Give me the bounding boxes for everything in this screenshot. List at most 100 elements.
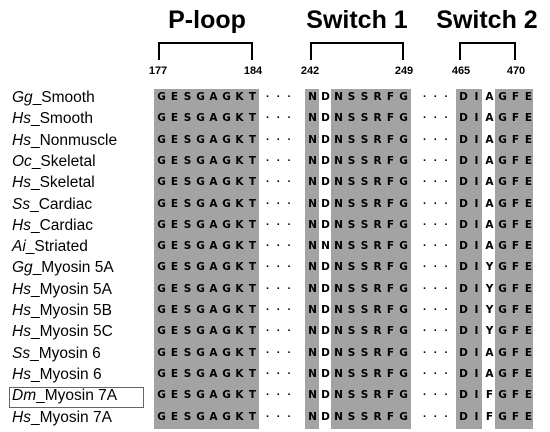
residue-ploop: A <box>209 112 218 125</box>
residue-switch1: N <box>308 346 317 359</box>
switch2-start-position: 465 <box>451 65 471 77</box>
residue-ploop: G <box>157 261 166 274</box>
residue-ploop: S <box>183 304 192 316</box>
residue-switch1: R <box>373 346 382 359</box>
species-name: _Myosin 5A <box>30 280 112 298</box>
residue-ploop: K <box>235 346 244 359</box>
gap-dots: · · · <box>266 410 294 423</box>
residue-switch1: S <box>360 176 369 189</box>
residue-switch1: R <box>373 410 382 423</box>
species-genus: Gg <box>12 259 33 277</box>
species-label: Hs_Myosin 5B <box>12 300 112 321</box>
species-genus: Hs <box>12 110 31 128</box>
residue-ploop: T <box>248 154 257 167</box>
residue-switch1: N <box>308 91 317 103</box>
residue-switch1: G <box>399 240 408 253</box>
residue-switch1: N <box>334 112 343 125</box>
species-name: _Cardiac <box>30 195 93 213</box>
region-title-switch2: Switch 2 <box>436 6 538 34</box>
residue-ploop: S <box>183 389 192 402</box>
residue-ploop: K <box>235 218 244 231</box>
residue-ploop: G <box>222 346 231 359</box>
residue-switch1: G <box>399 218 408 231</box>
residue-switch2: D <box>459 389 468 402</box>
residue-switch1: R <box>373 325 382 338</box>
switch2-shade-col4-6 <box>495 89 533 429</box>
ploop-end-position: 184 <box>243 65 263 77</box>
residue-switch2: E <box>524 218 533 231</box>
residue-switch1: S <box>347 325 356 338</box>
residue-ploop: T <box>248 240 257 253</box>
species-name: _Striated <box>25 238 88 256</box>
residue-switch2: I <box>474 389 479 402</box>
residue-ploop: G <box>157 91 166 103</box>
residue-switch1: G <box>399 133 408 146</box>
residue-switch2: I <box>474 325 479 338</box>
residue-ploop: G <box>157 367 166 380</box>
residue-switch2: A <box>485 154 494 167</box>
residue-switch1: N <box>308 133 317 146</box>
residue-ploop: A <box>209 410 218 423</box>
residue-ploop: G <box>157 112 166 125</box>
gap-dots: · · · <box>266 261 294 274</box>
species-name: _Skeletal <box>30 174 95 192</box>
residue-switch1: N <box>334 91 343 103</box>
residue-ploop: E <box>170 197 179 210</box>
residue-ploop: A <box>209 304 218 316</box>
residue-switch2: I <box>474 367 479 380</box>
residue-switch1: G <box>399 261 408 274</box>
species-label: Oc_Skeletal <box>12 151 96 172</box>
residue-switch2: G <box>498 346 507 359</box>
residue-ploop: G <box>196 325 205 338</box>
residue-switch2: F <box>511 261 520 274</box>
residue-ploop: G <box>222 325 231 338</box>
residue-switch1: S <box>360 218 369 231</box>
residue-ploop: G <box>196 261 205 274</box>
residue-ploop: G <box>157 282 166 295</box>
residue-switch2: G <box>498 154 507 167</box>
residue-switch1: F <box>386 176 395 189</box>
species-name: _Myosin 6 <box>30 344 101 362</box>
residue-switch1: N <box>308 240 317 253</box>
residue-switch2: D <box>459 261 468 274</box>
residue-switch1: F <box>386 91 395 103</box>
residue-switch1: N <box>308 154 317 167</box>
residue-switch1: R <box>373 304 382 316</box>
residue-ploop: G <box>196 410 205 423</box>
species-name: _Myosin 5B <box>30 302 112 319</box>
residue-switch1: S <box>360 282 369 295</box>
residue-switch2: F <box>485 389 494 402</box>
residue-switch2: I <box>474 176 479 189</box>
residue-switch2: E <box>524 282 533 295</box>
residue-switch1: N <box>334 389 343 402</box>
residue-switch1: D <box>321 367 330 380</box>
gap-dots: · · · <box>423 367 451 380</box>
gap-dots: · · · <box>423 197 451 210</box>
gap-dots: · · · <box>266 240 294 253</box>
residue-switch1: F <box>386 410 395 423</box>
residue-switch1: S <box>360 261 369 274</box>
residue-switch1: F <box>386 240 395 253</box>
residue-switch1: F <box>386 218 395 231</box>
residue-ploop: E <box>170 91 179 103</box>
residue-ploop: K <box>235 240 244 253</box>
species-label: Ss_Myosin 6 <box>12 343 101 364</box>
species-label: Hs_Myosin 5A <box>12 279 112 300</box>
residue-switch1: N <box>308 197 317 210</box>
gap-dots: · · · <box>266 304 294 316</box>
residue-ploop: A <box>209 133 218 146</box>
region-title-switch1: Switch 1 <box>306 6 408 34</box>
residue-switch2: D <box>459 176 468 189</box>
residue-switch1: D <box>321 218 330 231</box>
residue-switch2: F <box>511 218 520 231</box>
residue-switch2: I <box>474 410 479 423</box>
gap-dots: · · · <box>266 282 294 295</box>
residue-switch1: F <box>386 282 395 295</box>
residue-switch1: S <box>360 410 369 423</box>
residue-ploop: E <box>170 176 179 189</box>
residue-switch2: E <box>524 154 533 167</box>
residue-ploop: G <box>222 261 231 274</box>
residue-ploop: G <box>222 218 231 231</box>
residue-switch2: E <box>524 304 533 316</box>
species-label: Hs_Myosin 7A <box>12 407 112 428</box>
